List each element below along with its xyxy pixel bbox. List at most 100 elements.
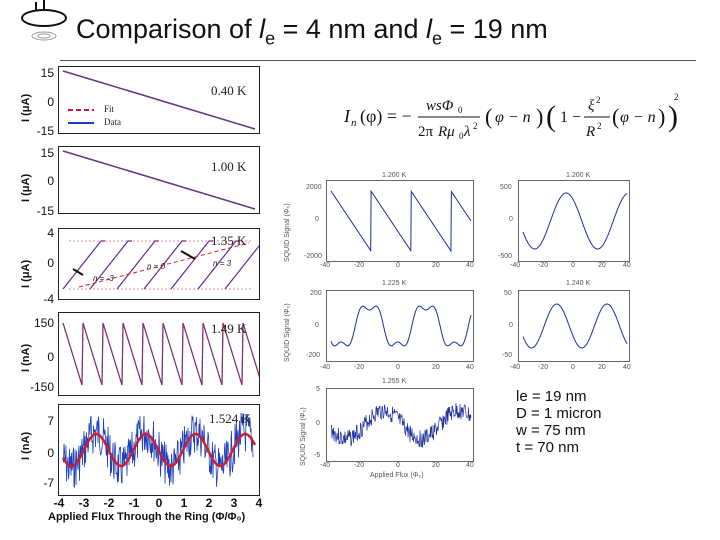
squid-y-tick: 500 — [500, 184, 512, 191]
squid-curve — [330, 189, 472, 253]
panel-1-524k: 1.524 K — [58, 404, 260, 496]
slide-title: Comparison of le = 4 nm and le = 19 nm — [76, 14, 548, 49]
fit-sine — [61, 432, 257, 468]
svg-text:(: ( — [612, 104, 619, 129]
y-axis-label: I (nA) — [20, 343, 32, 372]
squid-x-tick: 40 — [466, 262, 474, 269]
squid-y-tick: 50 — [504, 290, 512, 297]
n3-annotation: n = 3 — [213, 259, 232, 268]
squid-x-tick: -40 — [510, 364, 521, 371]
svg-text:1 −: 1 − — [560, 109, 581, 126]
y-tick: -7 — [43, 476, 54, 490]
y-tick: 150 — [33, 316, 54, 330]
panel-1-35k: 1.35 K n = 0 n = 3 n = -3 — [58, 228, 267, 300]
fit-diagonal — [78, 242, 250, 288]
panel-0-40k: 0.40 K — [58, 66, 260, 134]
panel-1-49k: 1.49 K — [58, 312, 264, 396]
squid-x-tick: 0 — [571, 262, 575, 269]
param-w: w = 75 nm — [516, 422, 586, 439]
svg-text:(: ( — [485, 104, 492, 129]
squid-y-tick: 0 — [315, 322, 319, 329]
svg-text:2π: 2π — [418, 124, 434, 140]
squid-y-tick: -500 — [498, 253, 513, 260]
legend-fit-label: Fit — [104, 104, 115, 114]
panel-temp-label: 1.524 K — [209, 411, 251, 426]
squid-x-tick: -20 — [354, 262, 365, 269]
squid-x-tick: 20 — [598, 364, 606, 371]
squid-y-tick: 0 — [509, 322, 513, 329]
svg-text:(: ( — [546, 100, 556, 133]
y-tick: -4 — [43, 292, 54, 306]
squid-x-tick: 40 — [466, 462, 474, 469]
squid-curve — [522, 192, 628, 250]
svg-text:(φ) = −: (φ) = − — [360, 106, 412, 127]
param-le: le = 19 nm — [516, 388, 587, 405]
squid-y-axis-label: SQUID Signal (Φ₀) — [284, 303, 291, 362]
title-divider — [60, 60, 696, 61]
y-tick: -150 — [29, 380, 54, 394]
y-tick: 7 — [47, 414, 54, 428]
n0-annotation: n = 0 — [147, 262, 166, 271]
param-t: t = 70 nm — [516, 439, 579, 456]
university-logo — [14, 0, 74, 55]
squid-panel-title: 1.240 K — [566, 280, 591, 287]
hysteresis-loop — [170, 240, 213, 290]
panel-temp-label: 1.49 K — [211, 321, 247, 336]
squid-x-axis-label: Applied Flux (Φ₀) — [370, 472, 424, 479]
svg-text:φ − n: φ − n — [495, 109, 531, 126]
x-tick: -2 — [103, 496, 115, 510]
squid-x-tick: -20 — [354, 364, 365, 371]
squid-y-tick: 2000 — [306, 184, 322, 191]
squid-x-tick: 0 — [571, 364, 575, 371]
squid-x-tick: -20 — [538, 262, 549, 269]
squid-y-tick: 0 — [315, 216, 319, 223]
svg-text:): ) — [536, 104, 543, 129]
squid-x-tick: -40 — [510, 262, 521, 269]
fit-curve — [62, 70, 256, 130]
svg-text:2: 2 — [596, 95, 601, 105]
svg-text:ξ: ξ — [588, 98, 595, 114]
y-axis-label: I (nA) — [20, 431, 32, 460]
nm3-annotation: n = -3 — [93, 274, 114, 283]
squid-x-tick: 20 — [598, 262, 606, 269]
svg-text:2: 2 — [674, 92, 679, 102]
squid-panel-5 — [326, 388, 474, 462]
x-tick: 3 — [230, 496, 238, 510]
y-tick: 0 — [47, 256, 54, 270]
fit-curve — [62, 150, 256, 210]
squid-panel-title: 1.200 K — [382, 172, 407, 179]
panel-temp-label: 0.40 K — [211, 83, 247, 98]
squid-y-tick: 5 — [316, 386, 320, 393]
squid-x-tick: -20 — [538, 364, 549, 371]
x-tick: -1 — [128, 496, 140, 510]
svg-text:R: R — [585, 124, 595, 140]
x-tick: -4 — [53, 496, 65, 510]
param-d: D = 1 micron — [516, 405, 602, 422]
squid-x-tick: 20 — [432, 262, 440, 269]
squid-x-tick: 40 — [466, 364, 474, 371]
svg-text:): ) — [668, 100, 678, 133]
svg-text:λ: λ — [463, 124, 471, 140]
squid-y-tick: -200 — [306, 352, 321, 359]
squid-panel-title: 1.255 K — [382, 378, 407, 385]
squid-curve — [522, 303, 628, 349]
squid-curve — [330, 305, 472, 347]
squid-x-tick: 0 — [396, 364, 400, 371]
squid-panel-title: 1.225 K — [382, 280, 407, 287]
svg-text:2: 2 — [597, 121, 602, 131]
squid-panel-2 — [518, 180, 630, 262]
squid-y-tick: 200 — [310, 290, 322, 297]
svg-text:): ) — [658, 104, 665, 129]
squid-panel-4 — [518, 290, 630, 362]
y-axis-label: I (μA) — [20, 259, 32, 288]
squid-y-tick: -5 — [314, 452, 321, 459]
squid-y-axis-label: SQUID Signal (Φ₀) — [284, 203, 291, 262]
squid-x-tick: 40 — [623, 262, 631, 269]
svg-text:I: I — [343, 106, 351, 126]
svg-text:Rμ: Rμ — [437, 124, 455, 140]
arrow — [180, 250, 196, 260]
squid-panel-title: 1.200 K — [566, 172, 591, 179]
svg-text:wsΦ: wsΦ — [426, 98, 454, 114]
y-tick: 4 — [47, 226, 54, 240]
squid-panel-3 — [326, 290, 474, 362]
